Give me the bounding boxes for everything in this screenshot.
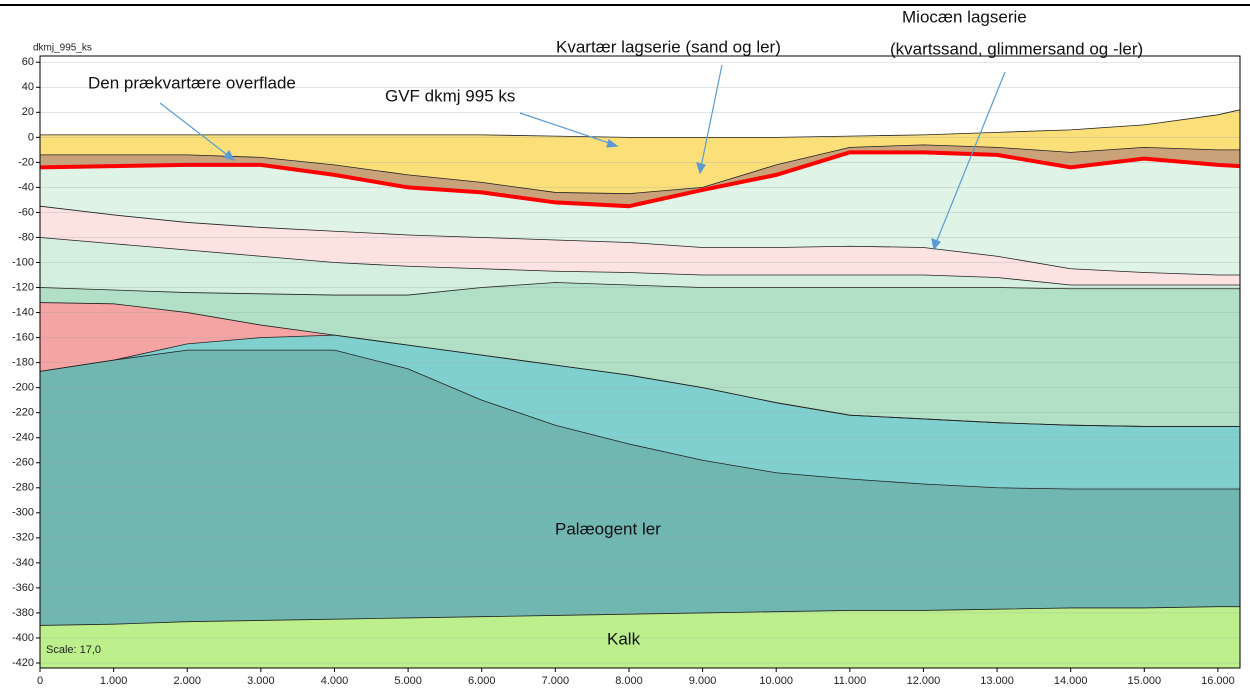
- y-tick-label: -300: [12, 507, 34, 519]
- annotation: GVF dkmj 995 ks: [385, 86, 515, 105]
- annotation: (kvartssand, glimmersand og -ler): [890, 39, 1143, 58]
- x-tick-label: 16.000: [1201, 675, 1235, 687]
- x-tick-label: 12.000: [907, 675, 941, 687]
- y-tick-label: -260: [12, 457, 34, 469]
- y-tick-label: -200: [12, 382, 34, 394]
- y-tick-label: -140: [12, 306, 34, 318]
- x-tick-label: 13.000: [980, 675, 1014, 687]
- y-tick-label: 40: [22, 81, 34, 93]
- y-tick-label: -60: [18, 206, 34, 218]
- y-tick-label: -120: [12, 281, 34, 293]
- y-tick-label: -360: [12, 582, 34, 594]
- x-tick-label: 11.000: [833, 675, 866, 687]
- y-tick-label: 60: [22, 56, 34, 68]
- y-tick-label: -400: [12, 632, 34, 644]
- x-tick-label: 10.000: [759, 675, 793, 687]
- x-tick-label: 15.000: [1127, 675, 1161, 687]
- y-tick-label: 0: [28, 131, 34, 143]
- x-tick-label: 7.000: [542, 675, 570, 687]
- y-tick-label: -240: [12, 432, 34, 444]
- x-tick-label: 2.000: [173, 675, 201, 687]
- annotation: Den prækvartære overflade: [88, 73, 296, 92]
- x-tick-label: 5.000: [394, 675, 422, 687]
- y-tick-label: -340: [12, 557, 34, 569]
- x-tick-label: 14.000: [1054, 675, 1088, 687]
- y-tick-label: -40: [18, 181, 34, 193]
- annotation: Miocæn lagserie: [902, 7, 1027, 26]
- x-tick-label: 3.000: [247, 675, 275, 687]
- annotation: Kalk: [607, 629, 641, 648]
- y-tick-label: -280: [12, 482, 34, 494]
- y-tick-label: -160: [12, 332, 34, 344]
- chart: dkmj_995_ks Scale: 17,0 60 40 20 0 -20 -40 -60…: [0, 0, 1250, 691]
- y-axis-title: dkmj_995_ks: [33, 43, 92, 54]
- scale-note: Scale: 17,0: [46, 644, 101, 656]
- x-tick-label: 8.000: [615, 675, 643, 687]
- annotation: Kvartær lagserie (sand og ler): [556, 37, 781, 56]
- annotation: Palæogent ler: [555, 519, 661, 538]
- y-tick-label: -20: [18, 156, 34, 168]
- layers: [40, 110, 1240, 668]
- x-tick-label: 1.000: [100, 675, 128, 687]
- y-tick-label: -80: [18, 231, 34, 243]
- x-tick-label: 6.000: [468, 675, 496, 687]
- y-tick-label: -420: [12, 657, 34, 669]
- y-tick-label: -220: [12, 407, 34, 419]
- y-tick-label: -100: [12, 256, 34, 268]
- y-tick-label: 20: [22, 106, 34, 118]
- x-tick-label: 0: [37, 675, 43, 687]
- x-tick-label: 9.000: [689, 675, 717, 687]
- y-tick-label: -320: [12, 532, 34, 544]
- x-tick-label: 4.000: [321, 675, 349, 687]
- y-tick-label: -380: [12, 607, 34, 619]
- y-tick-label: -180: [12, 357, 34, 369]
